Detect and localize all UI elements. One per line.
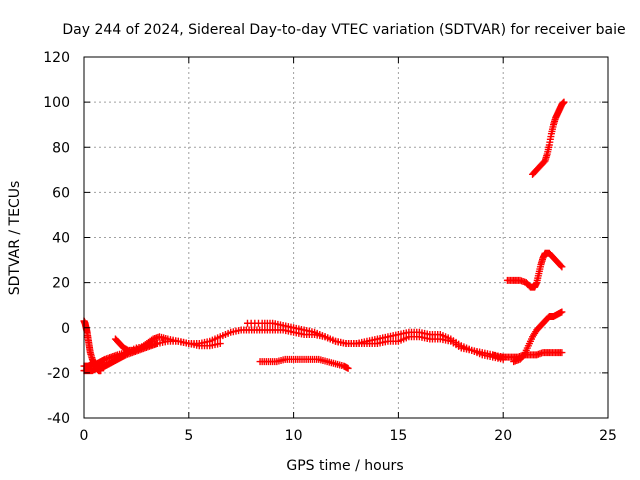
x-tick-label: 5 <box>184 428 193 444</box>
grid <box>84 57 608 418</box>
data-point <box>558 263 566 271</box>
axis-ticks: 0 5 10 15 20 25 -40 -20 0 20 40 60 80 100 120 <box>43 50 617 444</box>
series-late-rise-small <box>510 308 566 366</box>
chart-title: Day 244 of 2024, Sidereal Day-to-day VTE… <box>62 22 625 38</box>
series-left-mid <box>111 333 224 354</box>
y-tick-label: 100 <box>43 95 70 111</box>
series-upper-band <box>243 319 507 361</box>
series-late-arch <box>503 249 566 291</box>
x-axis-label: GPS time / hours <box>286 458 403 474</box>
data-point <box>557 262 565 270</box>
data-point <box>344 364 352 372</box>
y-tick-label: 0 <box>61 321 70 337</box>
y-tick-label: 40 <box>52 231 70 247</box>
series-late-steep <box>529 98 568 178</box>
x-tick-label: 25 <box>599 428 617 444</box>
y-tick-label: 60 <box>52 185 70 201</box>
y-tick-label: 120 <box>43 50 70 66</box>
y-tick-label: -40 <box>47 411 70 427</box>
data-point <box>153 340 161 348</box>
y-tick-label: -20 <box>47 366 70 382</box>
series-lower-arc <box>256 355 352 372</box>
y-axis-label: SDTVAR / TECUs <box>7 181 23 296</box>
x-tick-label: 10 <box>285 428 303 444</box>
data-point <box>558 349 566 357</box>
x-tick-label: 0 <box>80 428 89 444</box>
y-tick-label: 20 <box>52 276 70 292</box>
data-point <box>560 98 568 106</box>
x-tick-label: 20 <box>494 428 512 444</box>
data-point <box>216 340 224 348</box>
data-point <box>558 308 566 316</box>
x-tick-label: 15 <box>389 428 407 444</box>
y-tick-label: 80 <box>52 140 70 156</box>
data-points <box>80 98 568 375</box>
